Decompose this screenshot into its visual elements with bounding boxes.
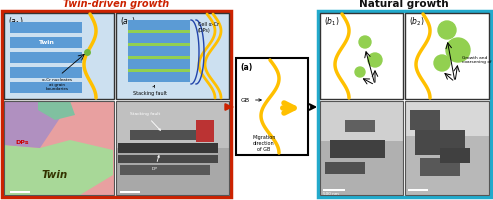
- Bar: [2, 11, 231, 197]
- Text: Growth and
coarsening of α-Cr: Growth and coarsening of α-Cr: [462, 56, 493, 64]
- Bar: [128, 43, 190, 46]
- Bar: [118, 155, 218, 163]
- Bar: [128, 46, 190, 56]
- Bar: [116, 13, 229, 99]
- Bar: [128, 72, 190, 82]
- Bar: [10, 52, 82, 63]
- Text: Migration
direction
of GB: Migration direction of GB: [252, 135, 276, 152]
- Bar: [415, 130, 465, 155]
- Bar: [325, 162, 365, 174]
- Bar: [116, 101, 229, 195]
- Text: $(a_2)$: $(a_2)$: [120, 16, 136, 28]
- Text: Natural growth: Natural growth: [359, 0, 449, 9]
- Circle shape: [368, 53, 382, 67]
- Bar: [330, 140, 385, 158]
- Bar: [345, 120, 375, 132]
- Bar: [116, 101, 229, 148]
- Bar: [405, 13, 489, 99]
- Bar: [410, 110, 440, 130]
- Circle shape: [438, 21, 456, 39]
- Bar: [120, 165, 210, 175]
- Text: Twin: Twin: [42, 170, 68, 180]
- Bar: [236, 58, 308, 155]
- Bar: [128, 69, 190, 72]
- Text: α-Cr nucleates
at grain
boundaries: α-Cr nucleates at grain boundaries: [42, 78, 72, 91]
- Bar: [405, 101, 489, 195]
- Bar: [420, 158, 460, 176]
- Bar: [408, 189, 428, 191]
- Bar: [323, 189, 345, 191]
- Bar: [128, 59, 190, 69]
- Bar: [4, 101, 114, 195]
- Bar: [116, 101, 229, 195]
- Bar: [10, 22, 82, 33]
- Text: DPs: DPs: [15, 140, 29, 146]
- Polygon shape: [4, 101, 60, 148]
- Text: Twin-driven growth: Twin-driven growth: [64, 0, 170, 9]
- Bar: [10, 82, 82, 93]
- Text: (a): (a): [240, 63, 252, 72]
- Text: $(a_1)$: $(a_1)$: [8, 16, 24, 28]
- Bar: [10, 37, 82, 48]
- Bar: [10, 67, 82, 78]
- Text: Cell α-Cr
(DPs): Cell α-Cr (DPs): [198, 22, 219, 33]
- Bar: [128, 56, 190, 59]
- Bar: [130, 130, 210, 140]
- Bar: [4, 13, 114, 99]
- Text: $(b_1)$: $(b_1)$: [324, 16, 340, 28]
- Polygon shape: [4, 140, 113, 195]
- Bar: [405, 101, 489, 136]
- Bar: [118, 143, 218, 153]
- Bar: [440, 148, 470, 163]
- Bar: [320, 101, 403, 195]
- Bar: [10, 191, 30, 193]
- Bar: [128, 30, 190, 33]
- Circle shape: [434, 55, 450, 71]
- Bar: [318, 11, 491, 197]
- Text: Twin: Twin: [38, 40, 54, 46]
- Bar: [405, 101, 489, 195]
- Text: Stacking fault: Stacking fault: [133, 86, 167, 96]
- Bar: [320, 13, 403, 99]
- Text: DP: DP: [152, 156, 159, 171]
- Text: $(b_2)$: $(b_2)$: [409, 16, 425, 28]
- Bar: [128, 20, 190, 30]
- Bar: [4, 101, 114, 195]
- Circle shape: [355, 67, 365, 77]
- Circle shape: [446, 38, 470, 62]
- Text: Stacking fault: Stacking fault: [130, 112, 160, 130]
- Bar: [320, 101, 403, 195]
- Text: GB: GB: [241, 98, 261, 102]
- Polygon shape: [38, 101, 75, 120]
- Text: 500 nm: 500 nm: [323, 192, 339, 196]
- Bar: [196, 120, 214, 142]
- Circle shape: [359, 36, 371, 48]
- Bar: [120, 191, 140, 193]
- Bar: [128, 33, 190, 43]
- Bar: [320, 101, 403, 141]
